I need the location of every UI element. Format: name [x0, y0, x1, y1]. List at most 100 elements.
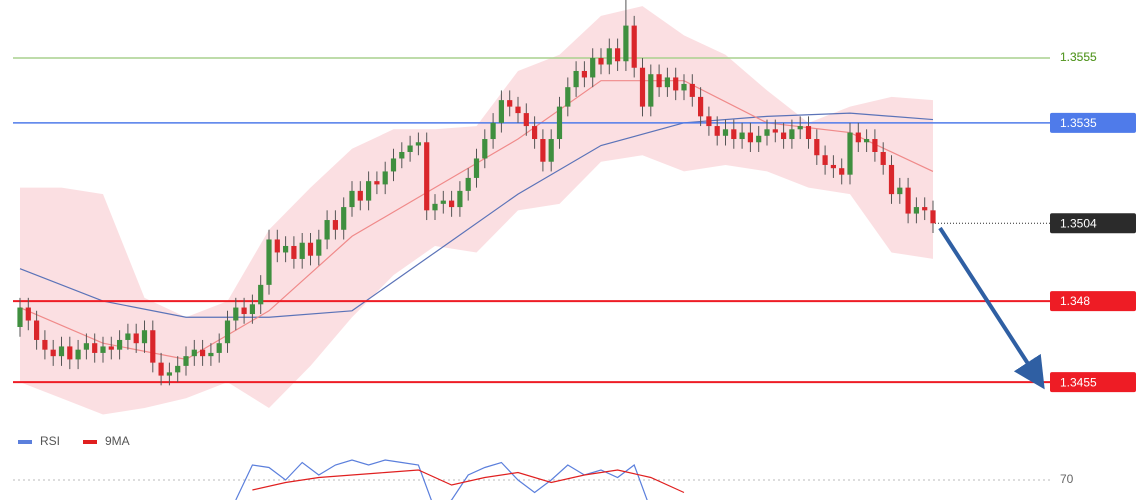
candle-body: [283, 245, 289, 253]
candle-body: [905, 187, 911, 214]
level-label: 1.3504: [1060, 216, 1097, 230]
legend-swatch: [18, 440, 32, 444]
candle-body: [673, 77, 679, 91]
level-label-box: [1050, 213, 1136, 234]
candle-body: [125, 333, 131, 340]
candle-body: [266, 239, 272, 285]
candle-body: [241, 307, 247, 315]
candle-body: [515, 106, 521, 114]
candle-body: [540, 139, 546, 162]
candle-body: [117, 339, 123, 350]
candle-body: [581, 70, 587, 78]
candle-body: [532, 126, 538, 140]
candle-body: [490, 122, 496, 140]
candle-body: [839, 168, 845, 175]
candle-body: [67, 346, 73, 360]
candle-body: [191, 349, 197, 357]
candle-body: [855, 132, 861, 143]
candle-body: [158, 362, 164, 376]
legend-swatch: [83, 440, 97, 444]
candle-body: [432, 203, 438, 211]
candle-body: [34, 320, 40, 340]
y-tick-label: 70: [1060, 472, 1074, 486]
ma-slow: [19, 112, 934, 318]
candle-body: [781, 132, 787, 140]
candle-body: [440, 200, 446, 204]
candle-body: [200, 349, 206, 357]
forecast-arrow: [938, 226, 1045, 390]
rsi-labels: 70: [1060, 472, 1074, 486]
candle-body: [722, 129, 729, 136]
candle-body: [797, 126, 803, 130]
candle-body: [847, 132, 853, 175]
candle-body: [615, 48, 621, 62]
level-label: 1.348: [1060, 294, 1090, 308]
candle-body: [465, 177, 471, 191]
candle-body: [556, 106, 563, 140]
candle-body: [822, 155, 828, 165]
candle-body: [224, 320, 231, 344]
candle-body: [764, 129, 770, 136]
candle-body: [175, 365, 181, 373]
candle-body: [639, 67, 646, 107]
candle-body: [415, 142, 421, 146]
candle-body: [473, 158, 480, 178]
candle-body: [656, 74, 662, 88]
candle-body: [664, 77, 670, 88]
candle-body: [880, 151, 886, 165]
rsi-line: [235, 459, 648, 500]
candle-body: [366, 181, 372, 201]
price-labels: 1.35551.35351.35041.3481.34551.35751.355…: [1050, 50, 1136, 393]
candle-body: [548, 139, 554, 162]
level-label: 1.3455: [1060, 375, 1097, 389]
candle-body: [482, 139, 488, 159]
candle-body: [756, 135, 762, 143]
candle-body: [590, 58, 596, 78]
level-label-box: [1050, 291, 1136, 312]
candle-body: [42, 339, 48, 350]
candle-body: [407, 145, 413, 152]
candle-body: [249, 304, 255, 315]
level-label-box: [1050, 372, 1136, 393]
candle-body: [399, 151, 405, 159]
candle-body: [291, 245, 297, 259]
candle-body: [706, 116, 712, 127]
candle-body: [449, 200, 455, 208]
candle-body: [689, 83, 695, 97]
candle-body: [747, 132, 753, 143]
candle-body: [208, 352, 214, 357]
legend: RSI 9MA: [18, 434, 130, 448]
candle-body: [25, 307, 31, 321]
candle-body: [565, 87, 571, 107]
candle-body: [183, 356, 189, 366]
candle-body: [382, 171, 388, 185]
candle-body: [457, 190, 463, 208]
candle-body: [631, 25, 637, 68]
candle-body: [332, 220, 338, 230]
candle-body: [357, 190, 363, 201]
candle-body: [316, 239, 322, 256]
candle-body: [274, 239, 280, 253]
bollinger-band: [20, 6, 933, 415]
candle-body: [864, 139, 870, 143]
candle-body: [374, 181, 380, 185]
price-pane: [13, 0, 1050, 415]
candle-body: [216, 343, 222, 353]
candle-body: [390, 158, 397, 172]
candle-body: [598, 58, 604, 65]
candle-body: [681, 83, 687, 91]
candle-body: [888, 164, 895, 195]
candle-body: [299, 242, 305, 259]
y-tick-label: 1.3555: [1060, 50, 1097, 64]
candle-body: [324, 220, 330, 240]
candle-body: [789, 129, 795, 140]
candle-body: [233, 307, 239, 321]
candle-body: [75, 349, 81, 360]
candle-body: [92, 343, 98, 353]
level-label: 1.3555: [1060, 50, 1097, 64]
candle-body: [133, 333, 139, 344]
candle-body: [341, 207, 347, 230]
candle-body: [523, 113, 529, 127]
rsi-pane: [13, 459, 1050, 500]
